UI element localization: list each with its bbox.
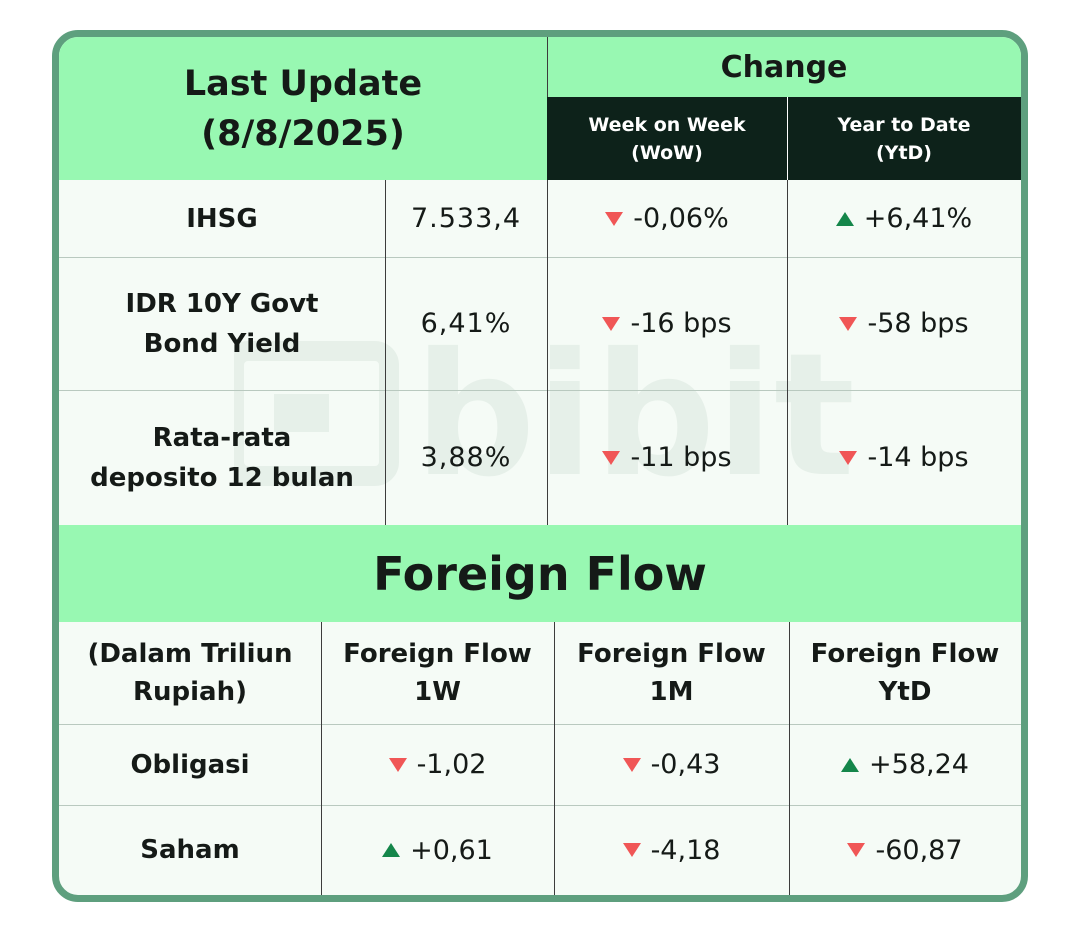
down-arrow-icon: [602, 316, 621, 331]
col-header-line2: 1W: [414, 677, 461, 707]
row-label-line1: IDR 10Y Govt: [125, 288, 319, 319]
down-arrow-icon: [839, 316, 858, 331]
down-arrow-icon: [605, 211, 624, 226]
row-ihsg-wow: -0,06%: [547, 180, 787, 257]
down-arrow-icon: [388, 757, 407, 772]
col-header-line2: YtD: [878, 677, 932, 707]
change-value: -14 bps: [867, 442, 969, 473]
ytd-header: Year to Date (YtD): [787, 97, 1021, 180]
flow-value: +58,24: [869, 749, 969, 780]
wow-header: Week on Week (WoW): [547, 97, 787, 180]
col-header-line1: Foreign Flow: [810, 639, 1000, 669]
unit-label: (Dalam Triliun Rupiah): [59, 622, 321, 724]
flow-value: -0,43: [650, 749, 721, 780]
change-value: -0,06%: [633, 203, 729, 234]
row-label-line1: Rata-rata: [152, 422, 292, 453]
change-value: -11 bps: [630, 442, 732, 473]
title-line1: Last Update: [183, 63, 423, 104]
ff-saham-1w: +0,61: [321, 805, 554, 895]
down-arrow-icon: [839, 450, 858, 465]
row-ihsg-value: 7.533,4: [410, 203, 522, 234]
foreign-flow-title: Foreign Flow: [59, 525, 1021, 622]
up-arrow-icon: [841, 757, 860, 772]
title-date: (8/8/2025): [201, 113, 405, 154]
ytd-line2: (YtD): [876, 141, 932, 164]
wow-line2: (WoW): [631, 141, 703, 164]
change-value: +6,41%: [863, 203, 973, 234]
ff-obligasi-ytd: +58,24: [789, 724, 1021, 805]
row-bond-label: IDR 10Y Govt Bond Yield: [59, 257, 385, 390]
row-label-line2: Bond Yield: [143, 328, 301, 359]
change-value: -58 bps: [867, 308, 969, 339]
row-ihsg-label: IHSG: [59, 180, 385, 257]
row-deposit-ytd: -14 bps: [787, 390, 1021, 525]
ff-row-saham-label: Saham: [140, 835, 240, 865]
ff-saham-ytd: -60,87: [789, 805, 1021, 895]
ff-row-obligasi-label: Obligasi: [130, 749, 250, 780]
row-deposit-value: 3,88%: [420, 442, 512, 473]
summary-card: bibit Last Update (8/8/2025) Change Week…: [52, 30, 1028, 902]
unit-line2: Rupiah): [133, 677, 247, 707]
col-header-1w: Foreign Flow 1W: [321, 622, 554, 724]
change-header: Change: [547, 37, 1021, 97]
col-header-line2: 1M: [649, 677, 694, 707]
row-ihsg-ytd: +6,41%: [787, 180, 1021, 257]
down-arrow-icon: [622, 843, 641, 857]
down-arrow-icon: [602, 450, 621, 465]
col-header-1m: Foreign Flow 1M: [554, 622, 789, 724]
last-update-title: Last Update (8/8/2025): [59, 37, 547, 180]
down-arrow-icon: [622, 757, 641, 772]
col-header-line1: Foreign Flow: [343, 639, 532, 669]
ff-obligasi-1m: -0,43: [554, 724, 789, 805]
row-bond-ytd: -58 bps: [787, 257, 1021, 390]
flow-value: -60,87: [875, 834, 963, 866]
row-deposit-label: Rata-rata deposito 12 bulan: [59, 390, 385, 525]
down-arrow-icon: [847, 843, 866, 857]
col-header-ytd: Foreign Flow YtD: [789, 622, 1021, 724]
change-label: Change: [720, 49, 848, 85]
change-value: -16 bps: [630, 308, 732, 339]
up-arrow-icon: [835, 211, 854, 226]
col-header-line1: Foreign Flow: [577, 639, 766, 669]
row-bond-value: 6,41%: [420, 308, 512, 339]
ff-obligasi-1w: -1,02: [321, 724, 554, 805]
row-label-line1: IHSG: [186, 203, 258, 234]
wow-line1: Week on Week: [588, 113, 746, 136]
row-bond-wow: -16 bps: [547, 257, 787, 390]
row-label-line2: deposito 12 bulan: [90, 462, 354, 493]
ytd-line1: Year to Date: [837, 113, 971, 136]
flow-value: -1,02: [416, 749, 487, 780]
ff-saham-1m: -4,18: [554, 805, 789, 895]
unit-line1: (Dalam Triliun: [87, 639, 293, 669]
flow-value: +0,61: [410, 834, 493, 866]
up-arrow-icon: [382, 843, 401, 857]
flow-value: -4,18: [650, 834, 721, 866]
row-deposit-wow: -11 bps: [547, 390, 787, 525]
